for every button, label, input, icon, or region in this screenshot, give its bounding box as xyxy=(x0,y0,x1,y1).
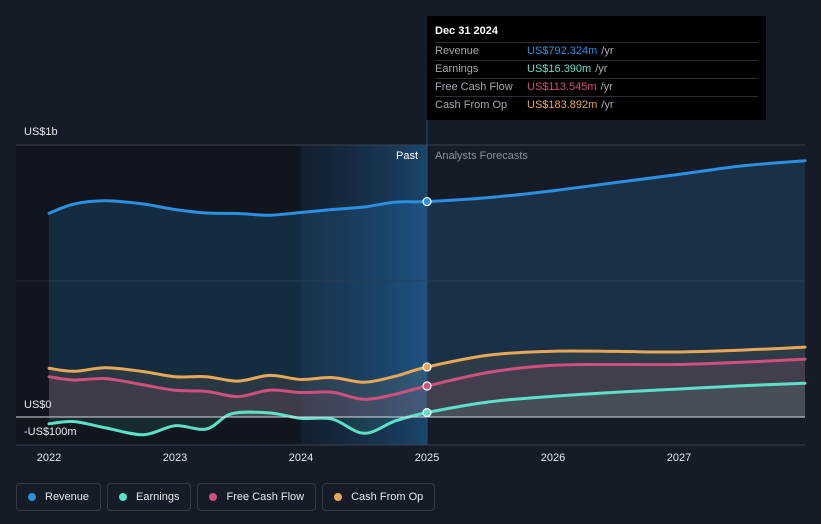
tooltip-row-free-cash-flow: Free Cash Flow US$113.545m /yr xyxy=(435,78,758,96)
tooltip-label: Earnings xyxy=(435,63,479,75)
tooltip-unit: /yr xyxy=(595,63,608,75)
legend-dot-icon xyxy=(28,493,36,501)
y-axis-label-zero: US$0 xyxy=(24,399,52,411)
highlight-region xyxy=(301,145,427,445)
x-tick-label: 2026 xyxy=(540,452,566,464)
legend-label: Cash From Op xyxy=(351,491,424,503)
tooltip-unit: /yr xyxy=(601,45,614,57)
tooltip-label: Cash From Op xyxy=(435,99,508,111)
x-tick-label: 2024 xyxy=(288,452,314,464)
tooltip: Dec 31 2024 Revenue US$792.324m /yr Earn… xyxy=(427,16,766,120)
past-label: Past xyxy=(396,150,419,162)
y-axis-label-bottom: -US$100m xyxy=(24,426,77,438)
free-cash-flow-marker xyxy=(422,381,432,391)
legend-item-revenue[interactable]: Revenue xyxy=(16,483,102,511)
legend-item-earnings[interactable]: Earnings xyxy=(107,483,192,511)
legend-dot-icon xyxy=(209,493,218,501)
tooltip-label: Free Cash Flow xyxy=(435,81,513,93)
tooltip-unit: /yr xyxy=(601,99,614,111)
legend-dot-icon xyxy=(119,493,128,501)
earnings-marker xyxy=(422,408,432,418)
cash-from-op-marker xyxy=(422,362,432,372)
legend-item-free-cash-flow[interactable]: Free Cash Flow xyxy=(197,483,317,511)
y-axis-label-top: US$1b xyxy=(24,126,58,138)
earnings-area xyxy=(49,383,805,435)
earnings-line xyxy=(47,381,807,437)
tooltip-value: US$183.892m xyxy=(527,99,598,111)
tooltip-date: Dec 31 2024 xyxy=(435,25,498,37)
x-tick-label: 2022 xyxy=(36,452,62,464)
x-tick-label: 2027 xyxy=(666,452,692,464)
legend-label: Revenue xyxy=(45,491,90,503)
legend-dot-icon xyxy=(334,493,343,501)
tooltip-label: Revenue xyxy=(435,45,480,57)
legend-label: Free Cash Flow xyxy=(226,491,305,503)
tooltip-value: US$792.324m xyxy=(527,45,598,57)
x-tick-label: 2025 xyxy=(414,452,440,464)
legend-item-cash-from-op[interactable]: Cash From Op xyxy=(322,483,436,511)
free-cash-flow-line xyxy=(47,357,807,401)
legend: Revenue Earnings Free Cash Flow Cash Fro… xyxy=(16,483,436,511)
revenue-marker xyxy=(422,196,432,207)
tooltip-row-earnings: Earnings US$16.390m /yr xyxy=(435,60,758,78)
legend-label: Earnings xyxy=(136,491,180,503)
tooltip-value: US$113.545m xyxy=(527,81,597,93)
tooltip-value: US$16.390m xyxy=(527,63,592,75)
revenue-line xyxy=(47,159,807,217)
x-tick-label: 2023 xyxy=(162,452,188,464)
cash-from-op-line xyxy=(47,345,807,384)
tooltip-unit: /yr xyxy=(600,81,613,93)
tooltip-row-revenue: Revenue US$792.324m /yr xyxy=(435,42,758,60)
tooltip-row-cash-from-op: Cash From Op US$183.892m /yr xyxy=(435,96,758,114)
forecast-label: Analysts Forecasts xyxy=(435,150,528,162)
